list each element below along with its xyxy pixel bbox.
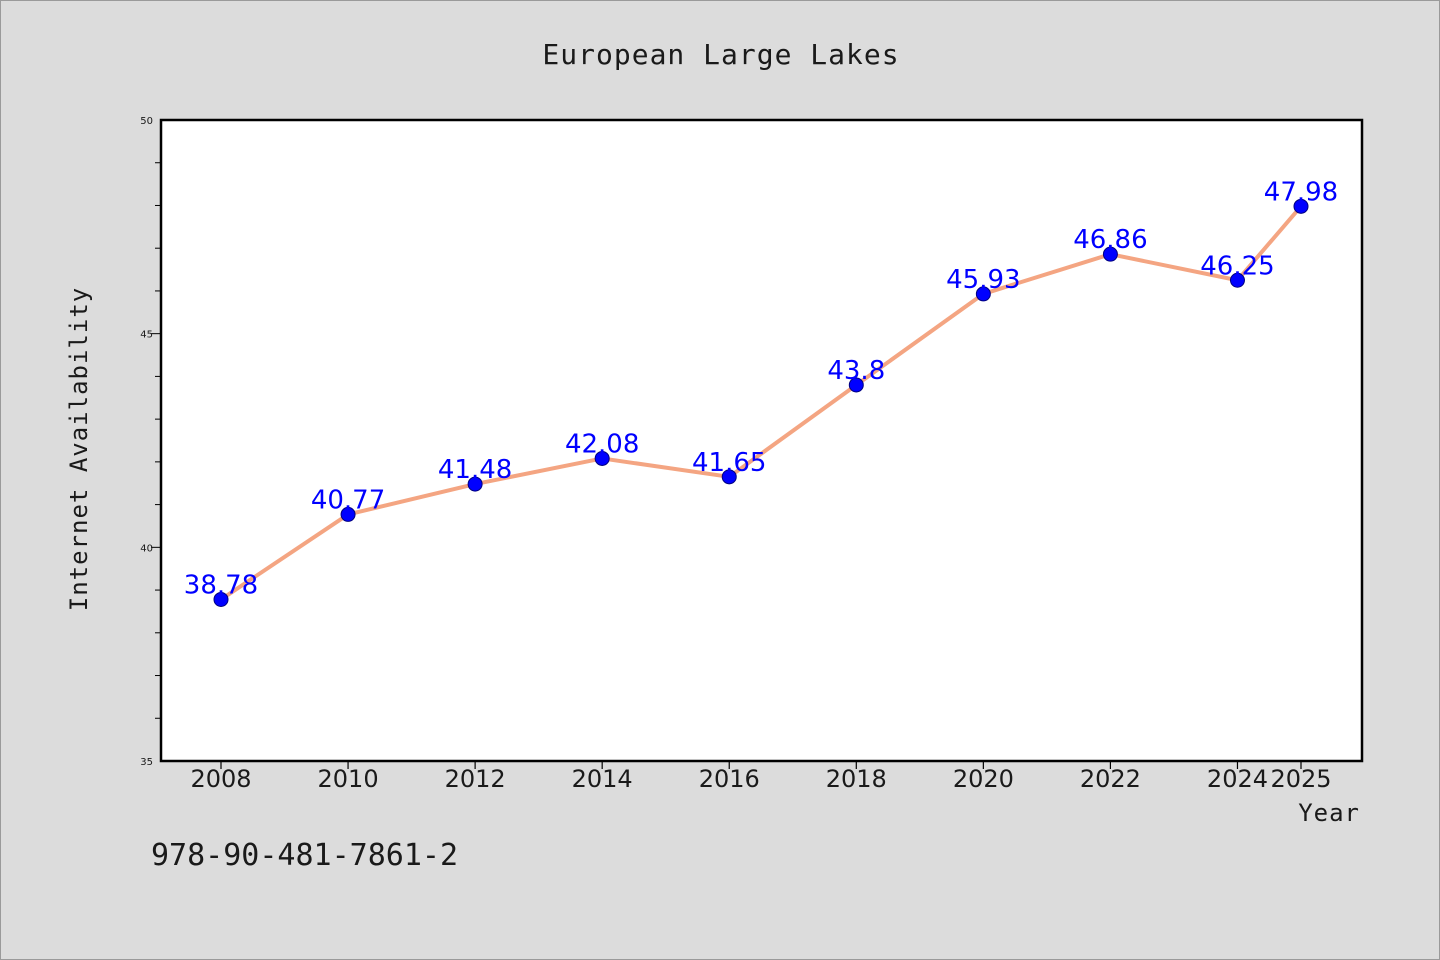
data-point[interactable] (1102, 246, 1118, 262)
data-label: 41.65 (692, 448, 766, 478)
chart-title: European Large Lakes (542, 38, 899, 71)
data-label: 38.78 (184, 570, 258, 600)
plot-area (159, 118, 1364, 763)
y-axis-ticks: 35 40 45 50 (140, 116, 161, 768)
footnote-isbn: 978-90-481-7861-2 (151, 838, 458, 873)
data-label: 46.25 (1200, 251, 1274, 281)
series-group: 38.78 40.77 41.48 42.08 41.65 43.8 45.93 46.86 4… (184, 177, 1338, 607)
x-tick-label: 2018 (826, 765, 887, 793)
data-point[interactable] (721, 469, 737, 485)
data-label: 46.86 (1073, 225, 1147, 255)
x-tick-label: 2014 (572, 765, 633, 793)
x-tick-label: 2008 (190, 765, 251, 793)
y-tick-label: 35 (140, 757, 153, 768)
x-tick-label: 2012 (445, 765, 506, 793)
x-tick-label: 2024 (1207, 765, 1268, 793)
data-point[interactable] (848, 377, 864, 393)
x-tick-label: 2022 (1080, 765, 1141, 793)
data-point[interactable] (340, 506, 356, 522)
x-axis-ticks: 2008 2010 2012 2014 2016 2018 2020 2022 2024 2025 (190, 761, 1332, 793)
data-label: 41.48 (438, 455, 512, 485)
x-tick-label: 2010 (318, 765, 379, 793)
x-tick-label: 2025 (1270, 765, 1331, 793)
y-tick-label: 40 (140, 543, 153, 554)
x-tick-label: 2020 (953, 765, 1014, 793)
data-point[interactable] (467, 476, 483, 492)
data-point[interactable] (1229, 272, 1245, 288)
data-point[interactable] (213, 591, 229, 607)
data-point[interactable] (594, 450, 610, 466)
data-label: 43.8 (827, 356, 885, 386)
data-point[interactable] (975, 286, 991, 302)
x-tick-label: 2016 (699, 765, 760, 793)
y-tick-label: 45 (140, 330, 153, 341)
series-line (219, 204, 1303, 602)
data-label: 40.77 (311, 485, 385, 515)
data-label: 45.93 (946, 265, 1020, 295)
data-label: 47.98 (1264, 177, 1338, 207)
y-tick-label: 50 (140, 116, 153, 127)
x-axis-label: Year (1298, 799, 1360, 827)
y-axis-label: Internet Availability (65, 287, 93, 611)
data-point[interactable] (1293, 198, 1309, 214)
data-label: 42.08 (565, 429, 639, 459)
